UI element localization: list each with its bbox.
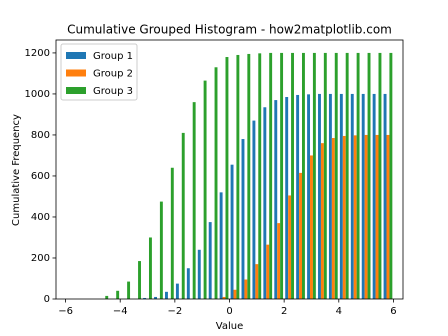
bar bbox=[269, 52, 273, 300]
bar bbox=[143, 297, 147, 299]
bar bbox=[331, 138, 335, 299]
bar bbox=[230, 164, 234, 299]
x-tick-label: −2 bbox=[167, 306, 182, 317]
bar bbox=[252, 120, 256, 299]
x-tick-label: 0 bbox=[226, 306, 232, 317]
bar bbox=[296, 94, 300, 299]
x-tick-label: 2 bbox=[281, 306, 287, 317]
legend-swatch bbox=[66, 69, 86, 77]
bar bbox=[361, 93, 365, 299]
bar bbox=[285, 97, 289, 299]
bar bbox=[233, 289, 237, 299]
bar bbox=[222, 296, 226, 299]
bar bbox=[175, 283, 179, 299]
bar bbox=[258, 53, 262, 299]
bar bbox=[244, 279, 248, 299]
bar bbox=[247, 53, 251, 299]
x-tick-label: 6 bbox=[390, 306, 396, 317]
bar bbox=[350, 93, 354, 299]
x-tick-label: −4 bbox=[113, 306, 128, 317]
bar bbox=[328, 93, 332, 299]
bar bbox=[263, 107, 267, 299]
bar bbox=[159, 201, 163, 299]
bar bbox=[375, 134, 379, 299]
bar bbox=[342, 135, 346, 299]
bar bbox=[170, 167, 174, 299]
bar bbox=[356, 52, 360, 300]
x-axis-label: Value bbox=[216, 321, 243, 332]
bar bbox=[320, 143, 324, 299]
legend-swatch bbox=[66, 52, 86, 59]
bar bbox=[241, 139, 245, 299]
bar bbox=[116, 290, 120, 299]
bar bbox=[214, 67, 218, 299]
y-tick-label: 0 bbox=[44, 294, 50, 305]
chart-title: Cumulative Grouped Histogram - how2matpl… bbox=[67, 23, 392, 37]
bar bbox=[225, 57, 229, 299]
bar bbox=[378, 52, 382, 300]
bar bbox=[345, 52, 349, 300]
bar bbox=[197, 249, 201, 299]
bar bbox=[203, 80, 207, 299]
bar bbox=[307, 94, 311, 299]
bar bbox=[208, 222, 212, 299]
bar bbox=[334, 52, 338, 300]
bar bbox=[367, 52, 371, 300]
legend-label: Group 1 bbox=[93, 51, 133, 62]
bar bbox=[372, 93, 376, 299]
bar bbox=[353, 135, 357, 299]
bar bbox=[181, 132, 185, 299]
bar bbox=[127, 281, 131, 299]
y-tick-label: 1200 bbox=[25, 48, 50, 59]
x-tick-label: 4 bbox=[336, 306, 342, 317]
bar bbox=[312, 52, 316, 300]
bar bbox=[310, 155, 313, 299]
y-axis-label: Cumulative Frequency bbox=[11, 114, 22, 226]
bar bbox=[301, 52, 305, 300]
bar bbox=[288, 195, 292, 299]
bar bbox=[323, 52, 327, 300]
bar bbox=[192, 102, 196, 299]
bar bbox=[138, 261, 141, 299]
bar bbox=[383, 93, 387, 299]
legend-label: Group 2 bbox=[93, 69, 133, 80]
x-tick-label: −6 bbox=[58, 306, 73, 317]
bar bbox=[299, 172, 302, 299]
bar bbox=[318, 93, 321, 299]
bar bbox=[291, 52, 294, 300]
bar bbox=[165, 291, 168, 299]
legend-swatch bbox=[66, 87, 86, 94]
bar bbox=[277, 223, 281, 299]
bar bbox=[364, 134, 368, 299]
y-tick-label: 800 bbox=[31, 130, 50, 141]
y-tick-label: 200 bbox=[31, 253, 50, 264]
legend-label: Group 3 bbox=[93, 86, 133, 97]
bar bbox=[186, 268, 190, 299]
y-tick-label: 1000 bbox=[25, 89, 50, 100]
bar bbox=[386, 134, 390, 299]
bar bbox=[148, 237, 152, 299]
bar bbox=[339, 93, 343, 299]
bar bbox=[105, 295, 109, 299]
bar bbox=[266, 244, 270, 299]
bar bbox=[280, 52, 284, 300]
bar bbox=[274, 100, 278, 299]
y-tick-label: 600 bbox=[31, 171, 50, 182]
bar bbox=[154, 296, 158, 299]
bar bbox=[255, 264, 259, 299]
bar bbox=[219, 192, 223, 299]
y-tick-label: 400 bbox=[31, 212, 50, 223]
bar bbox=[389, 52, 393, 300]
bar bbox=[236, 54, 240, 300]
